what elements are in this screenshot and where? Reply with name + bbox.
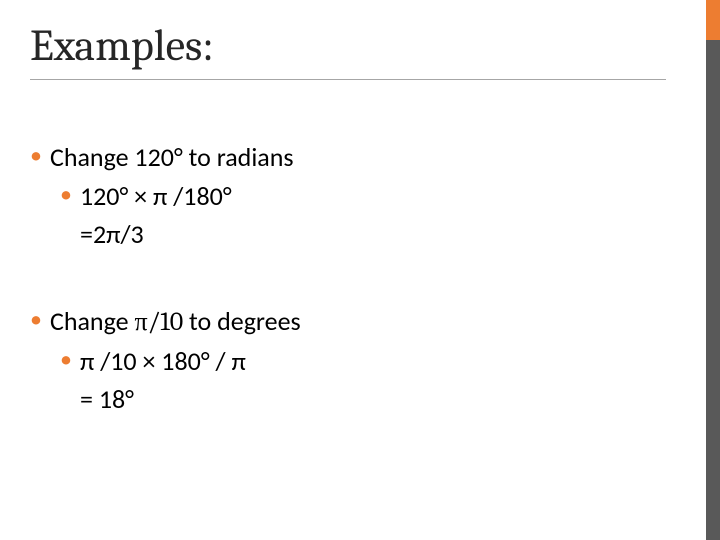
accent-bar [706,0,720,540]
accent-gray [706,40,720,540]
example2-prompt: Change π/10 to degrees [50,304,301,340]
example1-prompt: Change 120° to radians [50,140,294,175]
bullet-icon: • [60,179,72,210]
accent-orange [706,0,720,40]
example2-prompt-post: to degrees [183,305,301,337]
example2-result: = 18° [80,383,666,415]
slide-title: Examples: [30,20,666,80]
bullet-level1: • Change π/10 to degrees [30,304,666,340]
slide-content: • Change 120° to radians • 120° × π /180… [30,140,666,415]
example1-result: =2π/3 [80,218,666,250]
bullet-icon: • [60,344,72,375]
example1-step1: 120° × π /180° [80,179,232,214]
bullet-level2: • π /10 × 180° / π [60,344,666,379]
example2-step1: π /10 × 180° / π [80,344,246,379]
bullet-icon: • [30,140,42,171]
example2-prompt-pre: Change [50,305,134,337]
slide-body: Examples: • Change 120° to radians • 120… [0,0,706,540]
bullet-icon: • [30,304,42,335]
bullet-level2: • 120° × π /180° [60,179,666,214]
example2-prompt-math: π/10 [134,307,183,337]
bullet-level1: • Change 120° to radians [30,140,666,175]
